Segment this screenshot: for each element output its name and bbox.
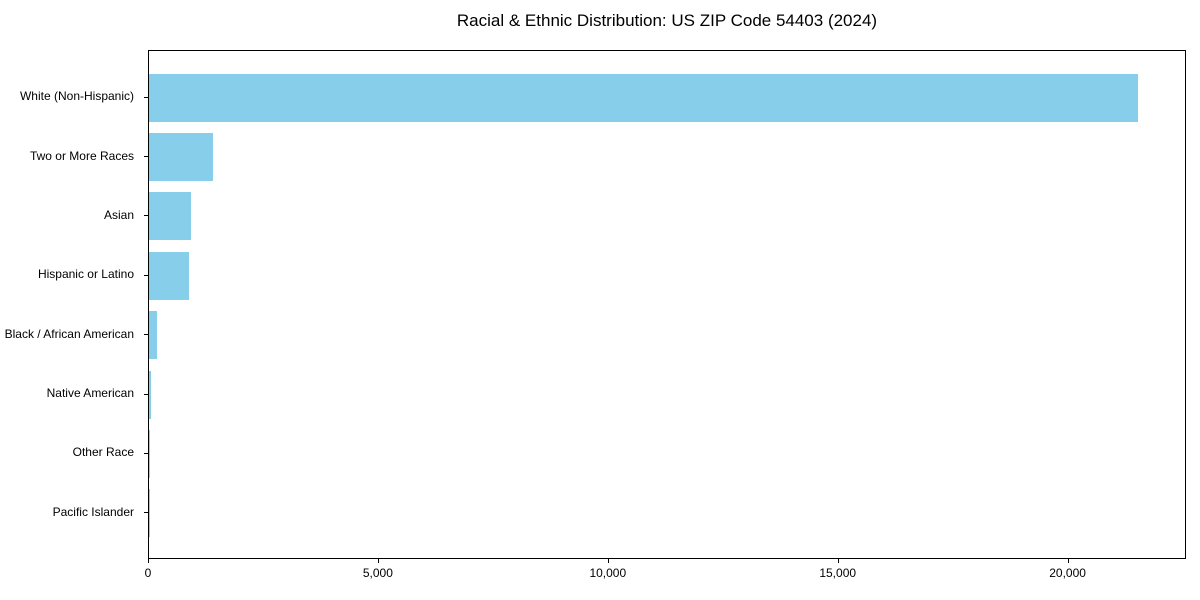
y-axis-tick	[144, 452, 148, 454]
plot-area	[148, 50, 1186, 559]
y-axis-tick	[144, 274, 148, 276]
bar-1	[149, 73, 1138, 122]
x-axis-tick-label: 5,000	[362, 566, 393, 580]
x-axis-tick	[148, 559, 149, 563]
bar-2	[149, 133, 214, 182]
y-axis-label: Native American	[46, 386, 134, 401]
y-axis-label: Other Race	[72, 445, 134, 460]
bar-4	[149, 251, 189, 300]
x-axis-tick	[1067, 559, 1069, 563]
y-axis-tick	[144, 512, 148, 514]
x-axis-tick-label: 10,000	[589, 566, 627, 580]
x-axis-tick	[377, 559, 379, 563]
y-axis-label: Hispanic or Latino	[37, 267, 134, 282]
bar-6	[149, 370, 151, 419]
bar-5	[149, 311, 157, 360]
bar-7	[149, 429, 150, 478]
y-axis-tick	[144, 215, 148, 217]
y-axis-tick	[144, 156, 148, 158]
bar-3	[149, 192, 192, 241]
y-axis-label: Black / African American	[4, 326, 134, 341]
x-axis-tick	[837, 559, 839, 563]
y-axis-label: White (Non-Hispanic)	[19, 89, 134, 104]
y-axis-label: Two or More Races	[29, 148, 134, 163]
y-axis-tick	[144, 96, 148, 98]
y-axis-tick	[144, 393, 148, 395]
x-axis-tick-label: 15,000	[819, 566, 857, 580]
y-axis-label: Pacific Islander	[52, 504, 134, 519]
x-axis-tick-label: 20,000	[1049, 566, 1086, 580]
x-axis-tick	[607, 559, 609, 563]
y-axis-tick	[144, 334, 148, 336]
chart-title: Racial & Ethnic Distribution: US ZIP Cod…	[456, 11, 878, 30]
x-axis-tick-label: 0	[144, 566, 152, 580]
y-axis-label: Asian	[103, 207, 134, 222]
